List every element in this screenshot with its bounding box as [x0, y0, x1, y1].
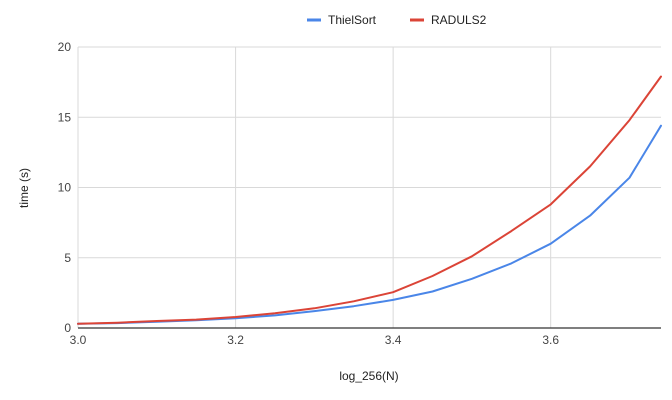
series-line-thielsort [77, 124, 662, 325]
series-line-raduls2 [77, 75, 662, 325]
x-tick-label: 3.0 [70, 333, 87, 347]
y-tick-label: 0 [64, 321, 71, 335]
x-tick-label: 3.4 [385, 333, 402, 347]
x-axis-title: log_256(N) [339, 369, 398, 383]
x-tick-label: 3.2 [227, 333, 244, 347]
y-tick-label: 10 [58, 181, 72, 195]
x-gridlines [77, 47, 552, 328]
legend-label-raduls2: RADULS2 [431, 13, 487, 27]
series-lines [77, 75, 662, 325]
y-tick-labels: 0 5 10 15 20 [58, 40, 72, 335]
y-tick-label: 5 [64, 251, 71, 265]
legend-label-thielsort: ThielSort [328, 13, 377, 27]
legend: ThielSort RADULS2 [307, 13, 487, 27]
y-gridlines [78, 46, 661, 259]
x-tick-labels: 3.0 3.2 3.4 3.6 [70, 333, 560, 347]
y-axis-title: time (s) [17, 168, 31, 208]
x-tick-label: 3.6 [542, 333, 559, 347]
y-tick-label: 20 [58, 40, 72, 54]
y-tick-label: 15 [58, 110, 72, 124]
